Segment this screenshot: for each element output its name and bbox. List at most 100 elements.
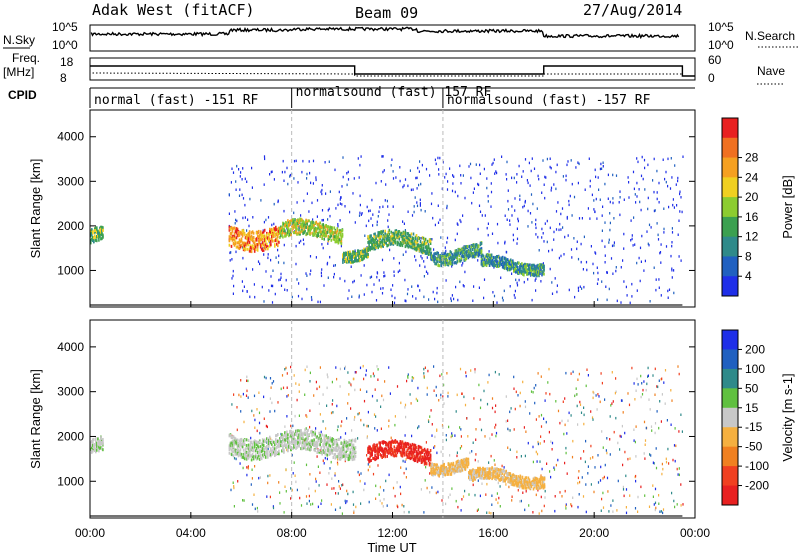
- scatter-echo: [249, 198, 250, 201]
- scatter-echo: [340, 436, 341, 439]
- scatter-echo: [457, 233, 458, 236]
- scatter-echo: [404, 184, 405, 187]
- echo-cell: [404, 448, 406, 451]
- scatter-echo: [231, 181, 232, 184]
- scatter-echo: [610, 415, 611, 418]
- scatter-echo: [270, 496, 271, 499]
- scatter-echo: [511, 273, 512, 276]
- scatter-echo: [464, 271, 465, 274]
- scatter-echo: [667, 419, 668, 422]
- echo-cell: [323, 434, 325, 437]
- scatter-echo: [343, 176, 344, 179]
- echo-cell: [334, 440, 336, 443]
- echo-cell: [297, 436, 299, 439]
- scatter-echo: [600, 466, 601, 469]
- scatter-echo: [583, 495, 584, 498]
- echo-cell: [425, 238, 427, 241]
- scatter-echo: [321, 193, 322, 196]
- scatter-echo: [273, 507, 274, 510]
- scatter-echo: [309, 172, 310, 175]
- scatter-echo: [667, 158, 668, 161]
- scatter-echo: [366, 454, 367, 457]
- scatter-echo: [571, 159, 572, 162]
- scatter-echo: [427, 272, 428, 275]
- scatter-echo: [274, 203, 275, 206]
- scatter-echo: [287, 183, 288, 186]
- scatter-echo: [418, 425, 419, 428]
- scatter-echo: [405, 404, 406, 407]
- scatter-echo: [326, 483, 327, 486]
- scatter-echo: [351, 266, 352, 269]
- scatter-echo: [332, 381, 333, 384]
- scatter-echo: [388, 226, 389, 229]
- scatter-echo: [450, 297, 451, 300]
- scatter-echo: [604, 398, 605, 401]
- scatter-echo: [598, 395, 599, 398]
- scatter-echo: [486, 187, 487, 190]
- scatter-echo: [348, 178, 349, 181]
- echo-cell: [304, 432, 306, 435]
- scatter-echo: [509, 429, 510, 432]
- scatter-echo: [232, 275, 233, 278]
- echo-cell: [344, 441, 346, 444]
- scatter-echo: [348, 381, 349, 384]
- scatter-echo: [480, 211, 481, 214]
- scatter-echo: [340, 202, 341, 205]
- scatter-echo: [583, 286, 584, 289]
- echo-cell: [233, 445, 235, 448]
- scatter-echo: [378, 215, 379, 218]
- scatter-echo: [437, 287, 438, 290]
- scatter-echo: [273, 380, 274, 383]
- scatter-echo: [531, 193, 532, 196]
- scatter-echo: [302, 160, 303, 163]
- scatter-echo: [531, 170, 532, 173]
- scatter-echo: [246, 229, 247, 232]
- echo-cell: [352, 439, 354, 442]
- scatter-echo: [668, 206, 669, 209]
- scatter-echo: [671, 157, 672, 160]
- scatter-echo: [435, 224, 436, 227]
- plot-title: Adak West (fitACF): [92, 1, 255, 19]
- scatter-echo: [351, 429, 352, 432]
- scatter-echo: [636, 425, 637, 428]
- scatter-echo: [602, 382, 603, 385]
- scatter-echo: [591, 245, 592, 248]
- scatter-echo: [363, 378, 364, 381]
- scatter-echo: [339, 485, 340, 488]
- echo-cell: [377, 456, 379, 459]
- echo-cell: [278, 450, 280, 453]
- scatter-echo: [341, 185, 342, 188]
- scatter-echo: [617, 442, 618, 445]
- scatter-echo: [488, 234, 489, 237]
- echo-cell: [252, 244, 254, 247]
- scatter-echo: [659, 380, 660, 383]
- scatter-echo: [258, 392, 259, 395]
- scatter-echo: [613, 400, 614, 403]
- scatter-echo: [498, 497, 499, 500]
- scatter-echo: [239, 195, 240, 198]
- scatter-echo: [385, 480, 386, 483]
- scatter-echo: [380, 287, 381, 290]
- scatter-echo: [511, 499, 512, 502]
- scatter-echo: [588, 374, 589, 377]
- scatter-echo: [538, 372, 539, 375]
- scatter-echo: [348, 393, 349, 396]
- scatter-echo: [481, 429, 482, 432]
- scatter-echo: [271, 402, 272, 405]
- scatter-echo: [667, 448, 668, 451]
- scatter-echo: [308, 487, 309, 490]
- scatter-echo: [583, 268, 584, 271]
- scatter-echo: [583, 450, 584, 453]
- scatter-echo: [565, 447, 566, 450]
- scatter-echo: [383, 275, 384, 278]
- scatter-echo: [403, 505, 404, 508]
- echo-cell: [341, 242, 343, 245]
- scatter-echo: [259, 412, 260, 415]
- scatter-echo: [377, 464, 378, 467]
- scatter-echo: [579, 163, 580, 166]
- echo-cell: [345, 458, 347, 461]
- scatter-echo: [265, 219, 266, 222]
- scatter-echo: [560, 255, 561, 258]
- scatter-echo: [637, 496, 638, 499]
- scatter-echo: [368, 210, 369, 213]
